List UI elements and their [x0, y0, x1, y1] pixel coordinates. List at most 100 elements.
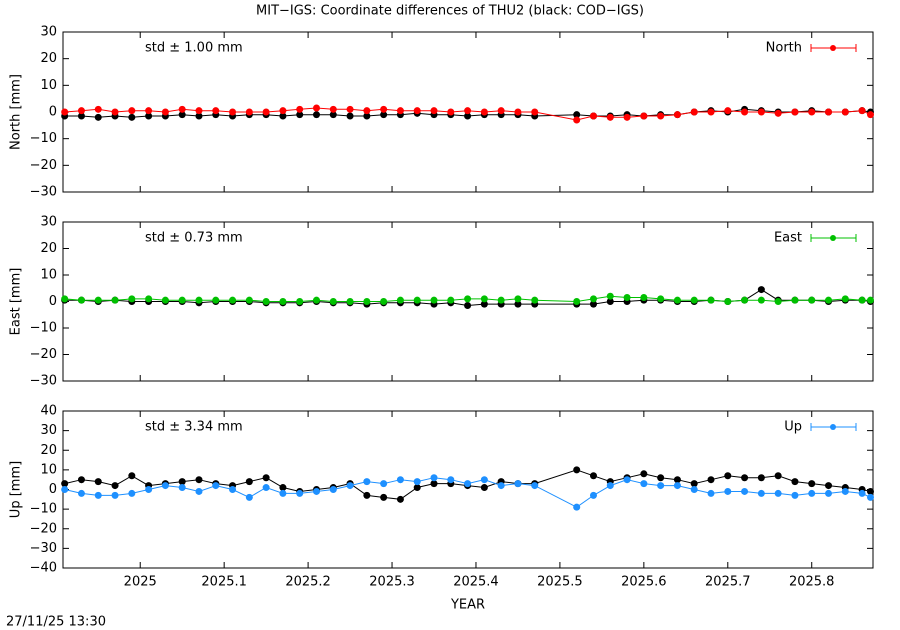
data-point — [145, 295, 153, 303]
data-point — [606, 482, 614, 490]
data-point — [673, 296, 681, 304]
data-point — [380, 493, 388, 501]
data-point — [464, 295, 472, 303]
y-tick-label: −30 — [30, 185, 57, 200]
data-point — [497, 296, 505, 304]
data-point — [707, 296, 715, 304]
data-point — [791, 478, 799, 486]
y-tick-label: −10 — [30, 502, 57, 517]
data-point — [657, 295, 665, 303]
data-point — [464, 480, 472, 488]
data-point — [866, 296, 874, 304]
data-point — [312, 111, 320, 119]
data-point — [245, 493, 253, 501]
y-tick-label: −20 — [30, 158, 57, 173]
data-point — [128, 472, 136, 480]
data-point — [724, 487, 732, 495]
data-point — [111, 296, 119, 304]
data-point — [396, 107, 404, 115]
data-point — [430, 296, 438, 304]
data-point — [279, 112, 287, 120]
data-point — [128, 107, 136, 115]
y-tick-label: 40 — [40, 404, 57, 419]
data-point — [640, 470, 648, 478]
data-point — [195, 296, 203, 304]
data-point — [866, 487, 874, 495]
data-point — [195, 107, 203, 115]
y-tick-label: −40 — [30, 561, 57, 576]
data-point — [707, 476, 715, 484]
data-point — [396, 495, 404, 503]
data-point — [413, 484, 421, 492]
data-point — [841, 295, 849, 303]
data-point — [145, 107, 153, 115]
data-point — [380, 298, 388, 305]
y-tick-label: 0 — [49, 294, 57, 309]
data-point — [757, 489, 765, 497]
y-tick-label: −20 — [30, 521, 57, 536]
data-point — [741, 296, 749, 304]
data-point — [514, 108, 522, 116]
data-point — [791, 491, 799, 499]
y-axis-label: Up [mm] — [9, 461, 24, 518]
x-tick-label: 2025 — [124, 575, 157, 590]
data-point — [77, 476, 85, 484]
data-point — [640, 112, 648, 120]
data-point — [858, 107, 866, 115]
data-point — [447, 108, 455, 116]
data-point — [690, 486, 698, 493]
y-tick-label: 10 — [40, 462, 57, 477]
legend-label: Up — [784, 420, 802, 435]
data-point — [346, 112, 354, 120]
data-point — [161, 108, 169, 116]
data-point — [573, 298, 581, 305]
data-point — [413, 296, 421, 304]
data-point — [312, 487, 320, 495]
data-point — [111, 482, 119, 490]
data-point — [673, 476, 681, 484]
data-point — [94, 105, 102, 113]
data-point — [741, 487, 749, 495]
data-point — [640, 294, 648, 302]
data-point — [866, 111, 874, 119]
data-point — [741, 474, 749, 482]
data-point — [808, 489, 816, 497]
y-tick-label: 0 — [49, 105, 57, 120]
data-point — [279, 298, 287, 305]
data-point — [589, 491, 597, 499]
y-axis-label: East [mm] — [9, 268, 24, 336]
data-point — [841, 108, 849, 116]
data-point — [61, 108, 69, 116]
legend-marker — [830, 424, 836, 430]
std-annotation: std ± 0.73 mm — [145, 231, 243, 246]
data-point — [329, 486, 337, 493]
data-point — [245, 296, 253, 304]
data-point — [589, 295, 597, 303]
data-point — [178, 105, 186, 113]
data-point — [673, 111, 681, 119]
data-point — [77, 296, 85, 304]
data-point — [707, 108, 715, 116]
data-point — [791, 296, 799, 304]
data-point — [858, 489, 866, 497]
data-point — [145, 112, 153, 120]
data-point — [480, 484, 488, 492]
legend-marker — [830, 235, 836, 241]
y-tick-label: −10 — [30, 131, 57, 146]
data-point — [514, 295, 522, 303]
data-point — [111, 491, 119, 499]
y-tick-label: −20 — [30, 347, 57, 362]
y-tick-label: 30 — [40, 423, 57, 438]
x-tick-label: 2025.4 — [453, 575, 499, 590]
data-point — [245, 478, 253, 486]
data-point — [707, 489, 715, 497]
data-point — [380, 480, 388, 488]
data-point — [657, 474, 665, 482]
x-tick-label: 2025.8 — [789, 575, 835, 590]
data-point — [128, 295, 136, 303]
data-point — [329, 105, 337, 113]
data-point — [363, 298, 371, 305]
data-point — [329, 298, 337, 305]
y-tick-label: −30 — [30, 541, 57, 556]
